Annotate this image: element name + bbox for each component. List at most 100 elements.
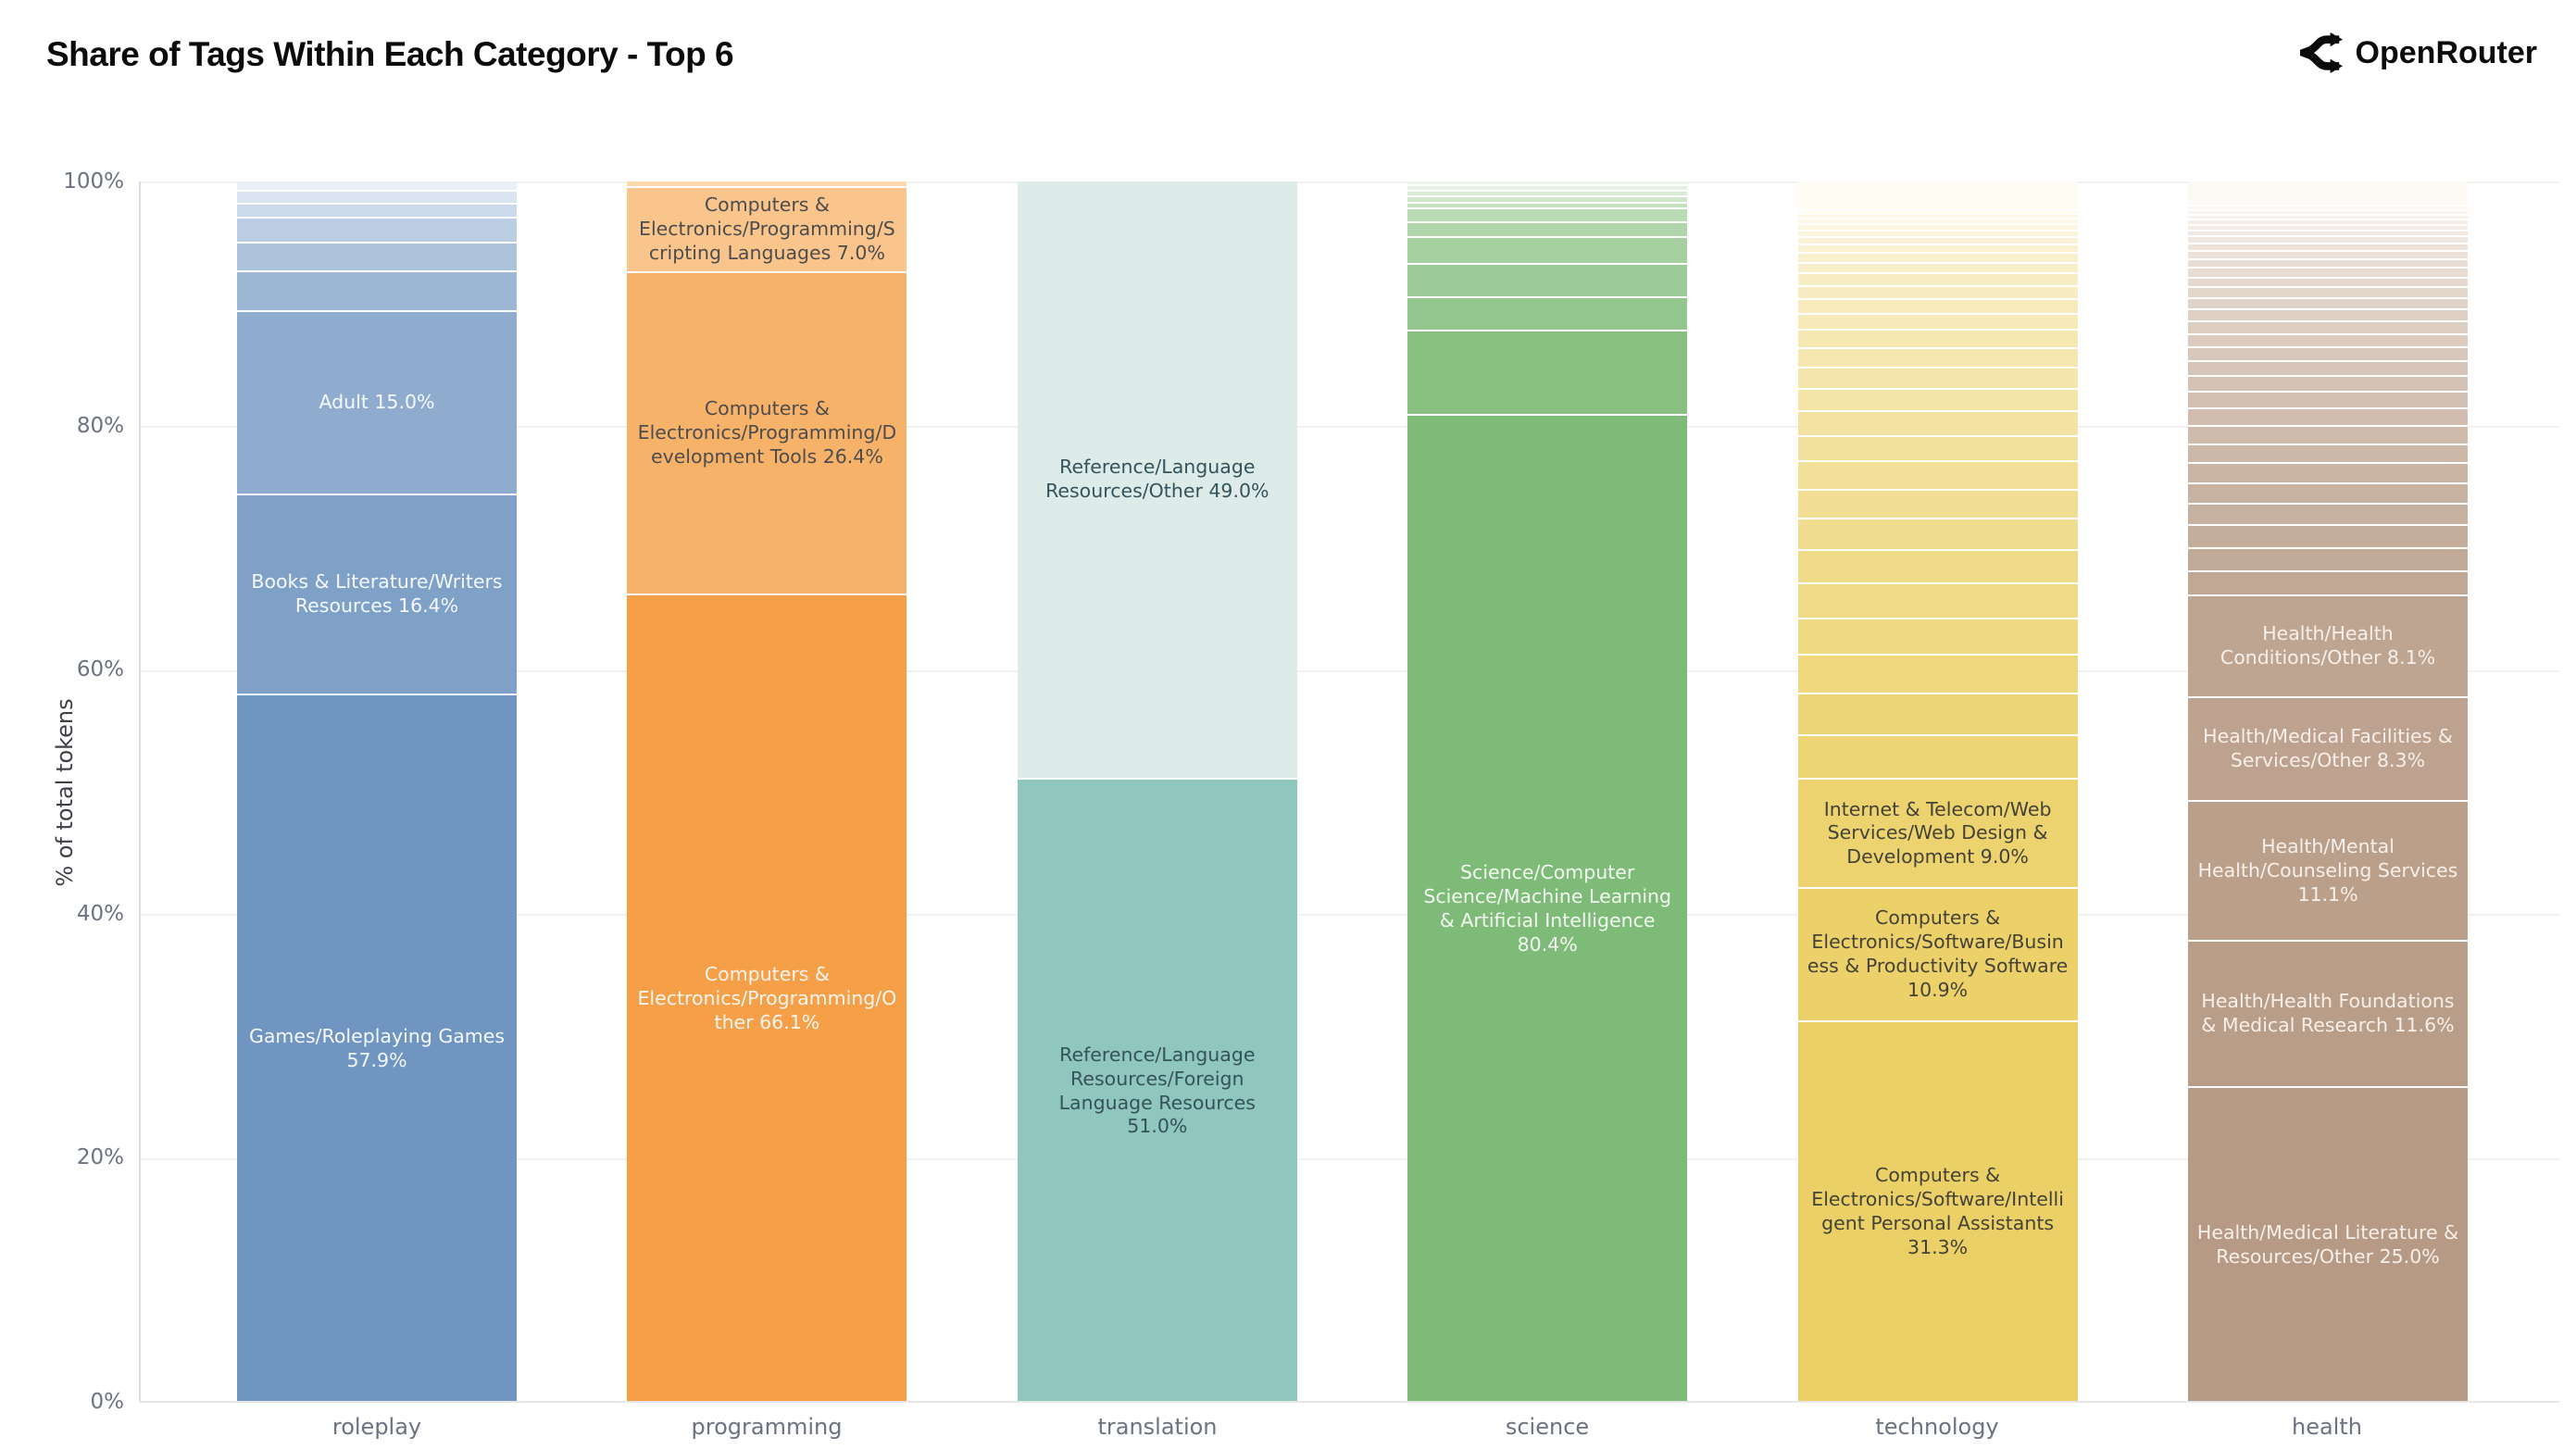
y-tick-60: 60% <box>76 657 124 681</box>
bar-segment <box>1407 237 1688 266</box>
bar-segment-labeled: Health/Mental Health/Counseling Services… <box>2188 802 2468 943</box>
bar-segment <box>2188 347 2468 362</box>
bar-segment <box>1797 656 2078 695</box>
bar-segment-labeled: Games/Roleplaying Games 57.9% <box>237 695 517 1403</box>
bar-segment <box>1797 619 2078 656</box>
bar-segment-labeled: Computers & Electronics/Software/Intelli… <box>1797 1021 2078 1403</box>
bar-segment <box>2188 310 2468 323</box>
bar-segment <box>237 191 517 206</box>
bar-segment-labeled: Reference/Language Resources/Foreign Lan… <box>1017 780 1297 1403</box>
bar-segment <box>1797 181 2078 211</box>
segment-label: Computers & Electronics/Programming/Deve… <box>637 397 897 468</box>
y-tick-80: 80% <box>76 414 124 438</box>
bar-segment-labeled: Health/Medical Facilities & Services/Oth… <box>2188 697 2468 803</box>
x-label-health: health <box>2292 1414 2362 1440</box>
y-axis-title-wrap: % of total tokens <box>15 181 78 1403</box>
bar-segment <box>2188 463 2468 484</box>
bar-segment <box>1797 238 2078 245</box>
brand-name: OpenRouter <box>2355 34 2537 70</box>
bar-segment <box>1407 203 1688 210</box>
gridline-20 <box>141 1158 2559 1161</box>
bar-segment <box>237 181 517 192</box>
bar-segment <box>2188 278 2468 289</box>
bar-segment-labeled: Science/Computer Science/Machine Learnin… <box>1407 416 1688 1403</box>
bar-segment <box>627 181 907 188</box>
bar-segment <box>2188 444 2468 464</box>
bar-segment <box>1797 551 2078 584</box>
bar-health: Health/Health Conditions/Other 8.1% Healt… <box>2188 181 2468 1403</box>
bar-segment <box>2188 181 2468 207</box>
bar-segment <box>1797 274 2078 287</box>
bar-segment <box>1797 389 2078 413</box>
bar-segment <box>1797 462 2078 491</box>
segment-label: Health/Medical Literature & Resources/Ot… <box>2196 1220 2459 1268</box>
bar-segment <box>1797 219 2078 226</box>
bar-segment <box>237 271 517 313</box>
bar-segment <box>1797 244 2078 255</box>
x-label-science: science <box>1505 1414 1590 1440</box>
openrouter-icon <box>2299 31 2343 74</box>
bar-segment <box>2188 237 2468 244</box>
x-label-roleplay: roleplay <box>331 1414 422 1440</box>
bar-segment <box>2188 393 2468 409</box>
bar-segment <box>1797 225 2078 231</box>
bar-segment <box>1407 223 1688 238</box>
gridline-40 <box>141 914 2559 917</box>
bar-translation: Reference/Language Resources/Other 49.0%… <box>1017 181 1297 1403</box>
bar-segment-labeled: Adult 15.0% <box>237 312 517 495</box>
bar-technology: Internet & Telecom/Web Services/Web Desi… <box>1797 181 2078 1403</box>
bar-segment-labeled: Computers & Electronics/Programming/Othe… <box>627 595 907 1403</box>
segment-label: Games/Roleplaying Games 57.9% <box>248 1025 506 1072</box>
plot-area: Adult 15.0% Books & Literature/Writers Re… <box>141 181 2559 1403</box>
bar-segment <box>1797 263 2078 275</box>
bar-segment <box>237 205 517 219</box>
bar-segment <box>2188 269 2468 279</box>
y-axis-line <box>139 181 141 1403</box>
segment-label: Health/Medical Facilities & Services/Oth… <box>2203 725 2453 771</box>
bar-segment <box>2188 210 2468 216</box>
bar-segment <box>2188 252 2468 260</box>
bar-segment <box>2188 505 2468 527</box>
bar-segment <box>2188 322 2468 335</box>
bar-segment-labeled: Health/Health Foundations & Medical Rese… <box>2188 942 2468 1088</box>
bar-segment <box>2188 206 2468 211</box>
segment-label: Computers & Electronics/Software/Busines… <box>1807 906 2069 1001</box>
bar-segment <box>1797 735 2078 781</box>
bar-segment <box>1797 210 2078 216</box>
segment-label: Health/Health Conditions/Other 8.1% <box>2220 621 2436 669</box>
bar-segment-labeled: Computers & Electronics/Programming/Deve… <box>627 272 907 596</box>
bar-segment <box>1407 331 1688 417</box>
bar-segment <box>2188 220 2468 226</box>
bar-segment <box>2188 225 2468 231</box>
bar-segment <box>1797 314 2078 331</box>
y-tick-40: 40% <box>76 902 124 926</box>
bar-segment-labeled: Health/Health Conditions/Other 8.1% <box>2188 595 2468 698</box>
bar-segment <box>1797 231 2078 239</box>
bar-segment <box>2188 231 2468 238</box>
bar-segment-labeled: Reference/Language Resources/Other 49.0% <box>1017 181 1297 781</box>
x-label-programming: programming <box>691 1414 843 1440</box>
bar-segment <box>1797 299 2078 315</box>
segment-label: Health/Mental Health/Counseling Services… <box>2197 835 2458 906</box>
bar-segment-labeled: Computers & Electronics/Programming/Scri… <box>627 187 907 273</box>
bar-segment <box>1407 192 1688 198</box>
x-label-technology: technology <box>1875 1414 1999 1440</box>
bar-science: Science/Computer Science/Machine Learnin… <box>1407 181 1688 1403</box>
bar-segment <box>2188 526 2468 549</box>
bar-segment <box>1797 436 2078 463</box>
bar-segment-labeled: Computers & Electronics/Software/Busines… <box>1797 889 2078 1022</box>
segment-label: Health/Health Foundations & Medical Rese… <box>2201 990 2455 1037</box>
bar-segment <box>2188 408 2468 427</box>
bar-segment <box>1797 286 2078 300</box>
page-title: Share of Tags Within Each Category - Top… <box>46 35 734 73</box>
bar-segment <box>2188 426 2468 445</box>
bar-segment <box>2188 244 2468 253</box>
bar-segment <box>2188 483 2468 506</box>
bar-segment <box>1407 209 1688 224</box>
bar-segment <box>1407 297 1688 331</box>
bar-roleplay: Adult 15.0% Books & Literature/Writers Re… <box>237 181 517 1403</box>
bar-segment <box>1407 186 1688 193</box>
bar-segment <box>2188 334 2468 348</box>
bar-segment <box>2188 259 2468 269</box>
bar-segment <box>1797 694 2078 736</box>
